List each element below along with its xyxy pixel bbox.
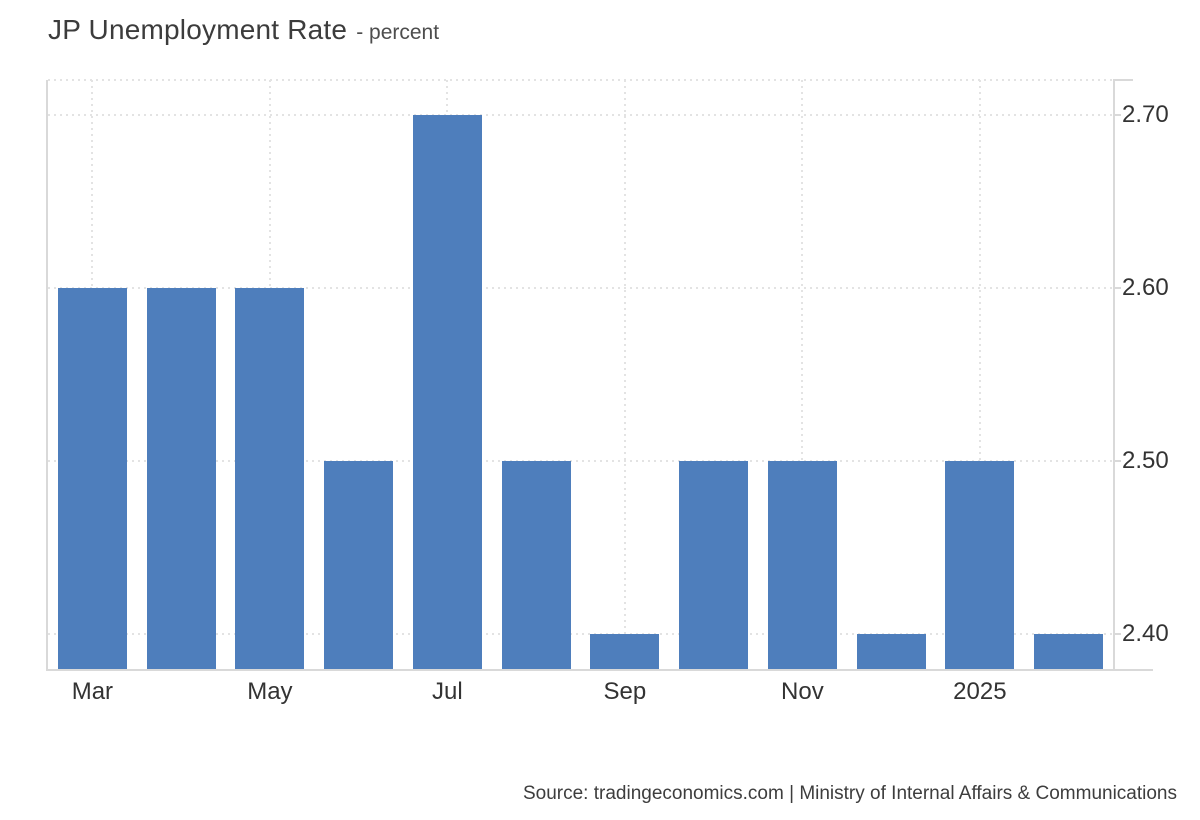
x-gridline: [978, 80, 981, 669]
chart-header: JP Unemployment Rate - percent: [48, 14, 439, 46]
bar-apr[interactable]: [146, 287, 216, 669]
y-axis-label: 2.40: [1122, 620, 1169, 648]
x-axis-label: Sep: [603, 678, 647, 705]
bar-feb[interactable]: [1034, 634, 1104, 669]
bar-nov[interactable]: [767, 461, 837, 669]
bar-mar[interactable]: [57, 287, 127, 669]
x-axis-label: 2025: [953, 678, 1007, 705]
x-gridline: [623, 80, 626, 669]
y-axis-line-left: [46, 80, 48, 669]
bar-dec[interactable]: [856, 634, 926, 669]
bar-jul[interactable]: [412, 114, 482, 669]
bar-jan[interactable]: [945, 461, 1015, 669]
y-axis-label: 2.70: [1122, 100, 1169, 128]
bar-may[interactable]: [235, 287, 305, 669]
x-axis-line: [46, 669, 1153, 671]
x-axis-label: Nov: [781, 678, 824, 705]
y-axis-line-right: [1113, 79, 1115, 669]
y-axis-tick: [1113, 460, 1121, 463]
x-gridline: [801, 80, 804, 669]
bar-oct[interactable]: [679, 461, 749, 669]
plot-top-border: [48, 79, 1113, 81]
y-axis-tick: [1113, 286, 1121, 289]
y-axis-tick: [1113, 633, 1121, 636]
x-axis-label: Mar: [71, 678, 114, 705]
source-text: Source: tradingeconomics.com | Ministry …: [522, 783, 1177, 804]
chart-title: JP Unemployment Rate: [48, 14, 348, 45]
chart-subtitle: - percent: [356, 21, 440, 44]
y-axis-label: 2.50: [1122, 447, 1169, 475]
y-gridline: [48, 113, 1113, 116]
x-axis-label: May: [247, 678, 293, 705]
y-gridline: [48, 286, 1113, 289]
bar-jun[interactable]: [324, 461, 394, 669]
top-right-tick: [1113, 79, 1133, 81]
y-axis-label: 2.60: [1122, 273, 1169, 301]
bar-sep[interactable]: [590, 634, 660, 669]
x-axis-label: Jul: [432, 678, 463, 705]
y-axis-tick: [1113, 113, 1121, 116]
bar-aug[interactable]: [501, 461, 571, 669]
y-gridline: [48, 633, 1113, 636]
y-gridline: [48, 460, 1113, 463]
